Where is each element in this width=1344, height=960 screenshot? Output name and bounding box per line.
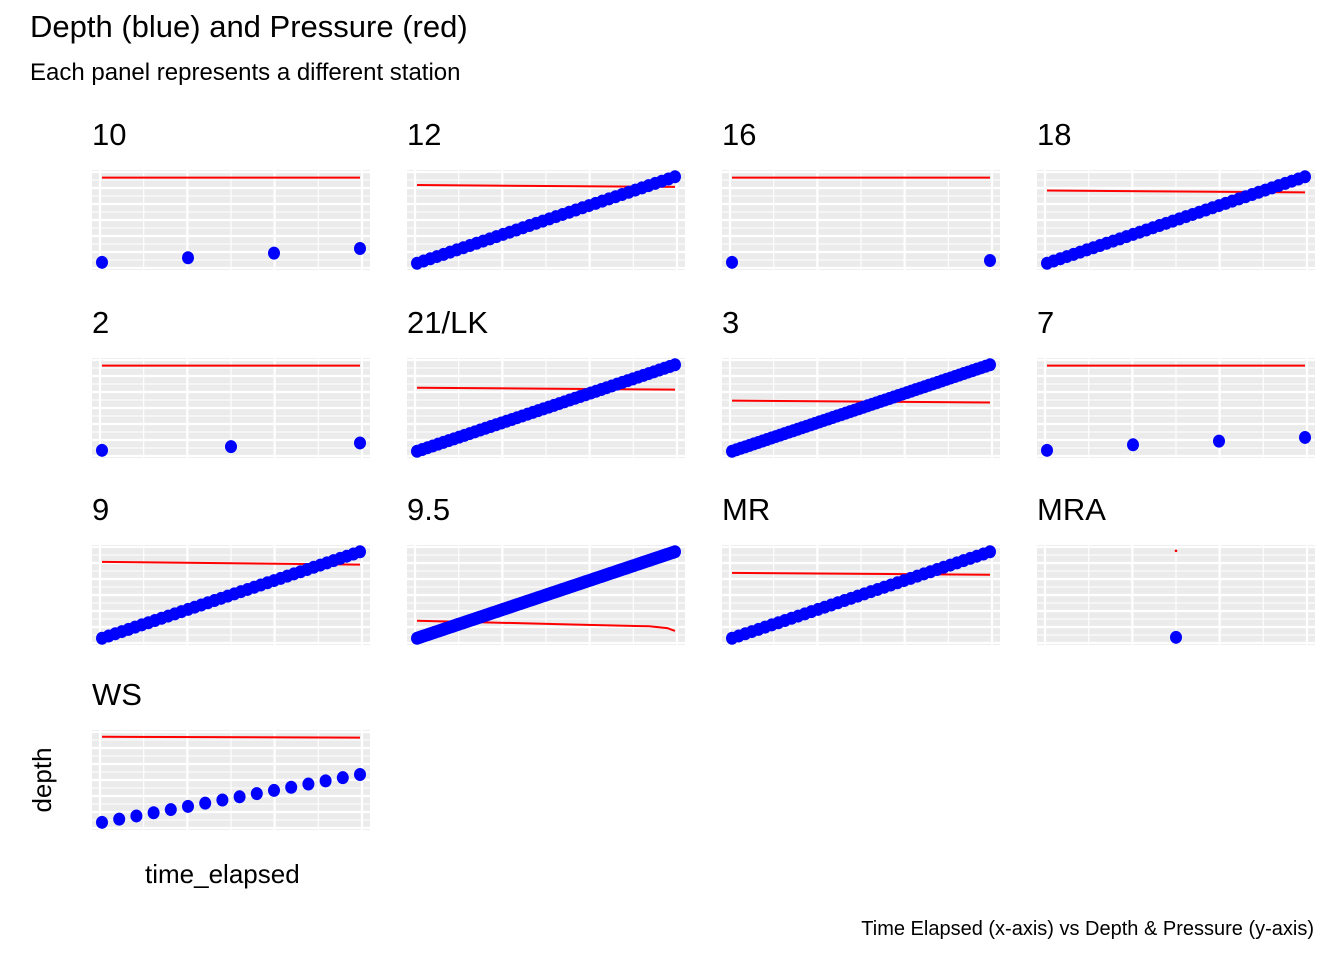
panel-strip-3: 3 xyxy=(722,305,740,340)
panel-strip-18: 18 xyxy=(1037,117,1072,152)
depth-point xyxy=(1170,630,1182,644)
panel-grid xyxy=(722,170,1000,270)
panel-grid xyxy=(722,358,1000,458)
depth-point xyxy=(1213,434,1225,448)
panel-plot-21-lk xyxy=(407,358,685,458)
depth-point xyxy=(250,787,263,801)
chart-title: Depth (blue) and Pressure (red) xyxy=(30,9,468,44)
depth-point xyxy=(285,780,298,794)
depth-point xyxy=(96,255,108,269)
depth-point xyxy=(984,253,996,267)
pressure-line xyxy=(101,735,361,739)
depth-point xyxy=(164,803,177,817)
panel-plot-9 xyxy=(92,545,370,645)
panel-strip-2: 2 xyxy=(92,305,110,340)
panel-plot-12 xyxy=(407,170,685,270)
depth-point xyxy=(199,796,212,810)
depth-point xyxy=(147,806,160,820)
depth-point xyxy=(354,436,366,450)
depth-point xyxy=(1127,438,1139,452)
depth-point xyxy=(669,170,681,184)
depth-point xyxy=(669,358,681,372)
panel-strip-21-lk: 21/LK xyxy=(407,305,489,340)
depth-point xyxy=(354,545,366,559)
depth-point xyxy=(130,809,143,823)
depth-point xyxy=(354,242,366,256)
panel-plot-18 xyxy=(1037,170,1315,270)
depth-point xyxy=(354,767,366,781)
pressure-point xyxy=(1174,549,1178,553)
pressure-line xyxy=(416,386,676,391)
panel-plot-16 xyxy=(722,170,1000,270)
depth-point xyxy=(1299,430,1311,444)
panel-grid xyxy=(1037,545,1315,645)
panel-strip-9-5: 9.5 xyxy=(407,492,451,527)
panel-strip-mr: MR xyxy=(722,492,771,527)
pressure-line xyxy=(731,571,991,576)
panel-strip-ws: WS xyxy=(92,677,142,712)
panel-grid xyxy=(407,170,685,270)
depth-point xyxy=(1041,443,1053,457)
panel-plot-2 xyxy=(92,358,370,458)
depth-point xyxy=(182,251,194,265)
panel-strip-10: 10 xyxy=(92,117,127,152)
depth-point xyxy=(113,812,126,826)
chart-subtitle: Each panel represents a different statio… xyxy=(30,59,461,86)
panel-strip-9: 9 xyxy=(92,492,110,527)
panel-plot-3 xyxy=(722,358,1000,458)
panel-plot-mra xyxy=(1037,545,1315,645)
depth-point xyxy=(1299,170,1311,184)
depth-point xyxy=(984,358,996,372)
depth-point xyxy=(319,774,332,788)
panel-strip-12: 12 xyxy=(407,117,442,152)
y-axis-label: depth xyxy=(27,747,57,813)
depth-point xyxy=(216,793,229,807)
chart-caption: Time Elapsed (x-axis) vs Depth & Pressur… xyxy=(861,918,1314,940)
x-axis-label: time_elapsed xyxy=(145,859,300,889)
panel-plot-7 xyxy=(1037,358,1315,458)
depth-point xyxy=(336,771,349,785)
depth-point xyxy=(96,443,108,457)
panel-strip-16: 16 xyxy=(722,117,757,152)
panel-strip-7: 7 xyxy=(1037,305,1055,340)
depth-point xyxy=(726,255,738,269)
depth-point xyxy=(233,790,246,804)
panel-grid xyxy=(92,358,370,458)
depth-point xyxy=(96,815,108,829)
panel-plot-ws xyxy=(92,730,370,830)
panel-strip-mra: MRA xyxy=(1037,492,1106,527)
depth-point xyxy=(302,777,315,791)
panel-plot-10 xyxy=(92,170,370,270)
depth-point xyxy=(984,545,996,559)
depth-point xyxy=(268,783,280,797)
depth-point xyxy=(268,246,280,260)
panel-plot-mr xyxy=(722,545,1000,645)
panel-plot-9-5 xyxy=(407,545,685,645)
depth-point xyxy=(182,799,194,813)
panel-grid xyxy=(92,170,370,270)
depth-point xyxy=(225,440,237,454)
depth-point xyxy=(669,545,681,559)
